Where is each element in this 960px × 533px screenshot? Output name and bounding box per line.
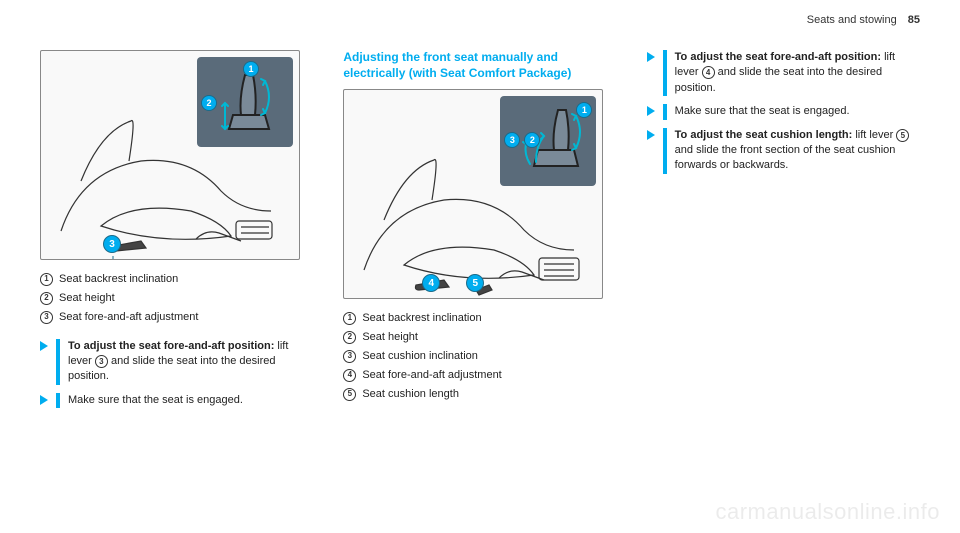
legend-num-icon: 5 [343,388,356,401]
legend-num-icon: 2 [343,331,356,344]
inset-controls-icon: 1 2 3 [500,96,596,186]
steps-comfort: To adjust the seat fore-and-aft position… [647,50,920,182]
bullet-icon [647,52,655,62]
bullet-bar-icon [663,50,667,96]
figure-seat-comfort: 1 2 3 4 5 [343,89,603,299]
step-text: To adjust the seat cushion length: lift … [675,128,920,174]
bullet-icon [647,106,655,116]
legend-text: Seat backrest inclination [59,272,178,287]
bullet-bar-icon [663,128,667,174]
bullet-icon [40,341,48,351]
legend-num-icon: 3 [40,311,53,324]
bullet-bar-icon [56,339,60,385]
legend-text: Seat cushion inclination [362,349,478,364]
callout-1-icon: 1 [243,61,259,77]
page-header: Seats and stowing 85 [807,14,920,26]
legend-basic: 1Seat backrest inclination 2Seat height … [40,272,313,329]
column-3: To adjust the seat fore-and-aft position… [647,20,920,523]
legend-text: Seat fore-and-aft adjustment [59,310,198,325]
step-text: To adjust the seat fore-and-aft position… [675,50,920,96]
legend-row: 3 Seat fore-and-aft adjustment [40,310,313,325]
callout-2-icon: 2 [201,95,217,111]
legend-text: Seat cushion length [362,387,459,402]
legend-row: 2 Seat height [40,291,313,306]
step-text: Make sure that the seat is engaged. [68,393,243,408]
callout-3-icon: 3 [103,235,121,253]
section-title: Adjusting the front seat manually and el… [343,50,616,81]
step-row: To adjust the seat fore-and-aft position… [40,339,313,385]
legend-row: 4 Seat fore-and-aft adjustment [343,368,616,383]
step-text: To adjust the seat fore-and-aft position… [68,339,313,385]
legend-text: Seat height [59,291,115,306]
legend-num-icon: 2 [40,292,53,305]
step-text: Make sure that the seat is engaged. [675,104,850,119]
legend-row: 3 Seat cushion inclination [343,349,616,364]
legend-num-icon: 4 [343,369,356,382]
bullet-bar-icon [663,104,667,119]
step-row: Make sure that the seat is engaged. [40,393,313,408]
inset-controls-icon: 1 2 [197,57,293,147]
bullet-icon [40,395,48,405]
legend-num-icon: 1 [40,273,53,286]
step-row: Make sure that the seat is engaged. [647,104,920,119]
watermark: carmanualsonline.info [715,499,940,525]
bullet-icon [647,130,655,140]
page-content: 1 2 3 1 Seat backrest inclination 2 Seat h… [0,0,960,533]
legend-text: Seat fore-and-aft adjustment [362,368,501,383]
step-row: To adjust the seat fore-and-aft position… [647,50,920,96]
page-number: 85 [908,14,920,26]
bullet-bar-icon [56,393,60,408]
legend-row: 1 Seat backrest inclination [343,311,616,326]
legend-text: Seat height [362,330,418,345]
figure-seat-basic: 1 2 3 [40,50,300,260]
section-label: Seats and stowing [807,14,897,26]
legend-num-icon: 3 [343,350,356,363]
column-1: 1 2 3 1 Seat backrest inclination 2 Seat h… [40,20,313,523]
legend-comfort: 1Seat backrest inclination 2Seat height … [343,311,616,405]
legend-text: Seat backrest inclination [362,311,481,326]
legend-row: 1 Seat backrest inclination [40,272,313,287]
legend-row: 2 Seat height [343,330,616,345]
legend-num-icon: 1 [343,312,356,325]
legend-row: 5 Seat cushion length [343,387,616,402]
step-row: To adjust the seat cushion length: lift … [647,128,920,174]
steps-basic: To adjust the seat fore-and-aft position… [40,339,313,417]
column-2: Adjusting the front seat manually and el… [343,20,616,523]
